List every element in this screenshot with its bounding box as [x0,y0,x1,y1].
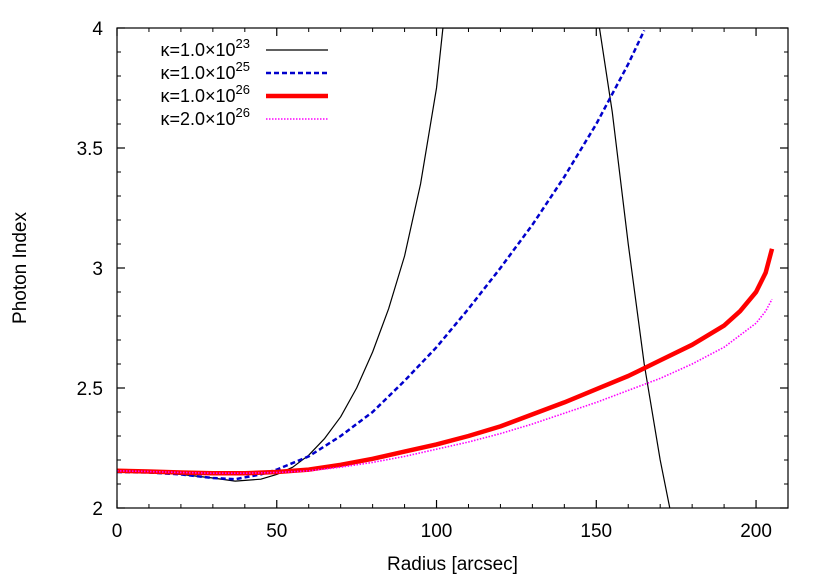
x-tick-label: 50 [266,521,287,542]
legend-label-3: κ=1.0×1026 [160,82,250,106]
y-axis-label: Photon Index [10,212,31,324]
x-tick-label: 150 [580,521,612,542]
legend-label-1: κ=1.0×1023 [160,36,250,60]
legend-label-2: κ=1.0×1025 [160,59,250,83]
series-line-2 [117,29,646,481]
y-tick-label: 3 [92,259,103,280]
y-tick-label: 2.5 [77,379,103,400]
series-layer [117,28,775,508]
x-axis-label: Radius [arcsec] [387,554,518,575]
y-tick-label: 3.5 [77,139,103,160]
series-line-4 [117,298,773,474]
ticks-layer: 0 50 100 150 200 2 2.5 3 3.5 4 [77,19,788,542]
series-line-3 [117,248,775,476]
x-tick-label: 0 [112,521,123,542]
x-tick-label: 200 [740,521,772,542]
y-tick-label: 4 [92,19,103,40]
x-tick-label: 100 [421,521,453,542]
series-line-1 [117,28,671,508]
y-tick-label: 2 [92,499,103,520]
legend-label-4: κ=2.0×1026 [160,105,250,129]
